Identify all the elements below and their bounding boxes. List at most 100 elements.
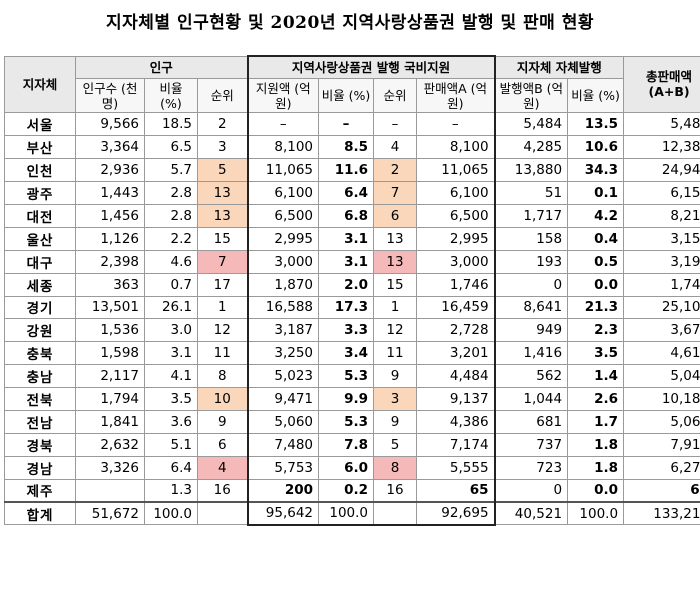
pop-count-cell: 3,364 — [75, 135, 145, 160]
local-amount-cell: 1,416 — [494, 341, 569, 366]
region-cell: 제주 — [4, 478, 76, 503]
nat-sales-cell: 2,995 — [416, 226, 496, 251]
pop-rank-cell: 7 — [196, 249, 249, 274]
nat-amount-cell: 3,250 — [246, 341, 320, 366]
nat-rank-cell: 6 — [373, 203, 418, 228]
local-amount-cell: 5,484 — [494, 112, 569, 137]
pop-ratio-cell: 18.5 — [144, 112, 198, 137]
region-cell: 부산 — [4, 135, 76, 160]
total-row: 합계 51,672 100.0 95,642 100.0 92,695 40,521 100.… — [4, 501, 700, 526]
header-national-group: 지역사랑상품권 발행 국비지원 — [246, 55, 496, 80]
total-cell: 3,677 — [623, 318, 700, 343]
nat-rank-cell: 16 — [373, 478, 418, 503]
nat-amount-cell: 200 — [246, 478, 320, 503]
header-local-group: 지자체 자체발행 — [494, 55, 625, 80]
pop-rank-cell: 11 — [196, 341, 249, 366]
nat-ratio-cell: 8.5 — [318, 135, 375, 160]
total-pop-count-cell: 51,672 — [75, 501, 145, 526]
header-total: 총판매액 (A+B) — [623, 55, 700, 114]
local-ratio-cell: 0.4 — [567, 226, 625, 251]
pop-rank-cell: 13 — [196, 181, 249, 205]
total-local-ratio-cell: 100.0 — [567, 501, 625, 526]
total-region-cell: 합계 — [4, 501, 76, 526]
header-nat-ratio: 비율 (%) — [318, 78, 375, 114]
nat-ratio-cell: 3.4 — [318, 341, 375, 366]
pop-rank-cell: 9 — [196, 409, 249, 434]
pop-count-cell: 2,632 — [75, 432, 145, 457]
region-cell: 경기 — [4, 295, 76, 320]
nat-sales-cell: 7,174 — [416, 432, 496, 457]
region-cell: 대전 — [4, 203, 76, 228]
nat-amount-cell: 1,870 — [246, 272, 320, 297]
total-cell: 6,151 — [623, 181, 700, 205]
pop-count-cell: 1,126 — [75, 226, 145, 251]
nat-ratio-cell: 3.3 — [318, 318, 375, 343]
region-cell: 강원 — [4, 318, 76, 343]
nat-sales-cell: 3,000 — [416, 249, 496, 274]
nat-sales-cell: 16,459 — [416, 295, 496, 320]
pop-ratio-cell: 26.1 — [144, 295, 198, 320]
nat-ratio-cell: 17.3 — [318, 295, 375, 320]
nat-amount-cell: 3,187 — [246, 318, 320, 343]
pop-count-cell: 2,936 — [75, 158, 145, 183]
pop-rank-cell: 3 — [196, 135, 249, 160]
nat-sales-cell: 65 — [416, 478, 496, 503]
nat-amount-cell: 5,060 — [246, 409, 320, 434]
pop-rank-cell: 5 — [196, 158, 249, 183]
nat-sales-cell: 5,555 — [416, 455, 496, 480]
nat-amount-cell: 7,480 — [246, 432, 320, 457]
pop-count-cell: 1,794 — [75, 387, 145, 411]
pop-count-cell: 1,456 — [75, 203, 145, 228]
pop-ratio-cell: 3.5 — [144, 387, 198, 411]
pop-rank-cell: 8 — [196, 364, 249, 389]
local-amount-cell: 737 — [494, 432, 569, 457]
pop-rank-cell: 10 — [196, 387, 249, 411]
local-amount-cell: 723 — [494, 455, 569, 480]
region-cell: 광주 — [4, 181, 76, 205]
pop-ratio-cell: 4.1 — [144, 364, 198, 389]
nat-amount-cell: 6,100 — [246, 181, 320, 205]
nat-amount-cell: 9,471 — [246, 387, 320, 411]
nat-amount-cell: 2,995 — [246, 226, 320, 251]
pop-count-cell: 1,443 — [75, 181, 145, 205]
pop-ratio-cell: 6.4 — [144, 455, 198, 480]
table-row: 경기 13,501 26.1 1 16,588 17.3 1 16,459 8,641 21.3 2… — [4, 295, 700, 320]
nat-ratio-cell: 2.0 — [318, 272, 375, 297]
pop-ratio-cell: 3.0 — [144, 318, 198, 343]
nat-ratio-cell: 5.3 — [318, 409, 375, 434]
pop-count-cell: 363 — [75, 272, 145, 297]
total-cell: 65 — [623, 478, 700, 503]
region-cell: 충남 — [4, 364, 76, 389]
local-amount-cell: 681 — [494, 409, 569, 434]
nat-ratio-cell: 6.0 — [318, 455, 375, 480]
pop-count-cell: 9,566 — [75, 112, 145, 137]
region-cell: 울산 — [4, 226, 76, 251]
pop-ratio-cell: 5.1 — [144, 432, 198, 457]
nat-sales-cell: 8,100 — [416, 135, 496, 160]
local-ratio-cell: 0.0 — [567, 478, 625, 503]
region-cell: 경북 — [4, 432, 76, 457]
total-cell: 6,278 — [623, 455, 700, 480]
total-nat-rank-cell — [373, 501, 418, 526]
nat-ratio-cell: 7.8 — [318, 432, 375, 457]
local-ratio-cell: 0.0 — [567, 272, 625, 297]
region-cell: 전북 — [4, 387, 76, 411]
region-cell: 서울 — [4, 112, 76, 137]
local-ratio-cell: 2.6 — [567, 387, 625, 411]
pop-count-cell: 1,841 — [75, 409, 145, 434]
local-amount-cell: 13,880 — [494, 158, 569, 183]
region-cell: 인천 — [4, 158, 76, 183]
nat-sales-cell: 4,484 — [416, 364, 496, 389]
pop-ratio-cell: 3.1 — [144, 341, 198, 366]
total-cell: 25,100 — [623, 295, 700, 320]
pop-ratio-cell: 2.2 — [144, 226, 198, 251]
total-cell: 5,067 — [623, 409, 700, 434]
